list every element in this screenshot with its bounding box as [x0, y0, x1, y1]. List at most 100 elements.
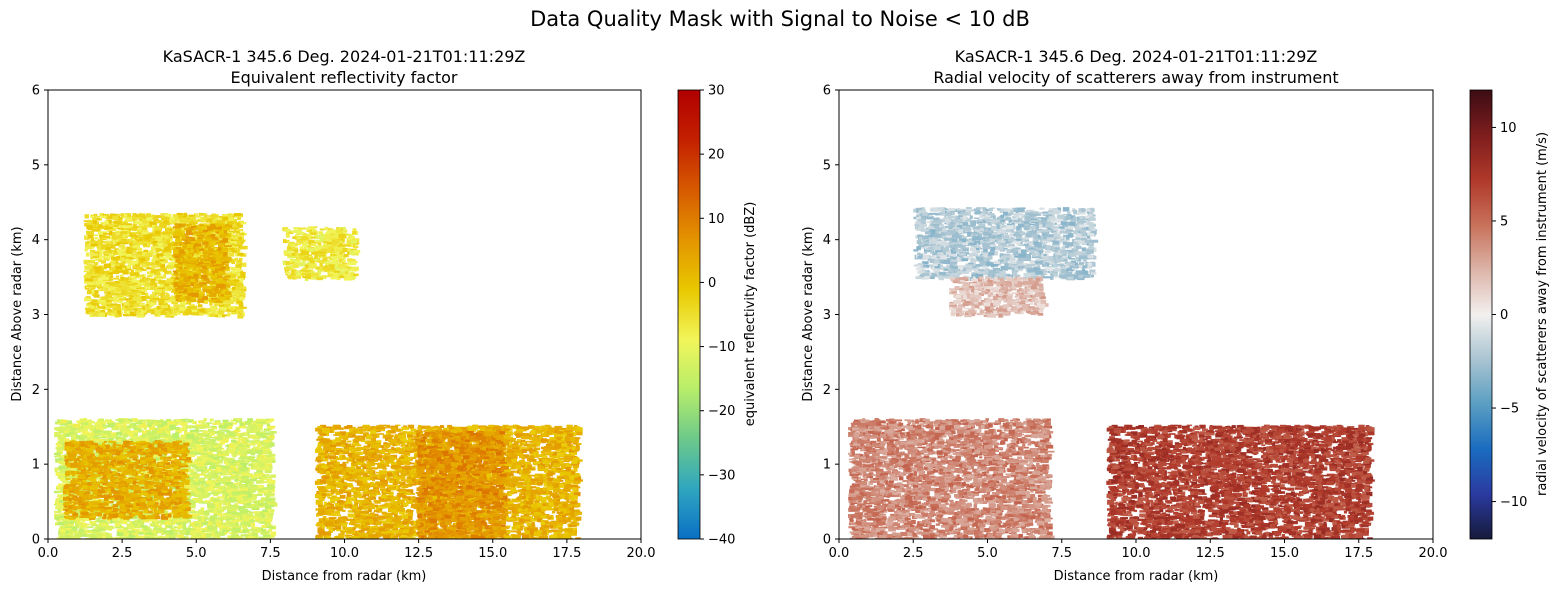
data-cell	[285, 261, 290, 265]
data-cell	[202, 250, 208, 254]
data-cell	[353, 249, 361, 253]
data-cell	[239, 292, 245, 296]
data-cell	[126, 265, 131, 269]
data-cell	[345, 233, 351, 236]
data-cell	[202, 296, 208, 300]
data-cell	[110, 275, 114, 278]
data-cell	[90, 306, 94, 311]
data-cell	[350, 236, 355, 239]
data-cell	[182, 217, 187, 221]
data-cell	[225, 291, 232, 295]
data-cell	[210, 280, 217, 284]
data-cell	[155, 236, 163, 241]
data-cell	[169, 299, 176, 302]
data-cell	[210, 234, 216, 237]
data-cell	[245, 446, 251, 449]
data-cell	[204, 248, 208, 252]
data-cell	[86, 302, 91, 306]
data-cell	[121, 222, 128, 225]
data-cell	[120, 277, 125, 281]
data-cell	[101, 301, 106, 306]
data-cell	[183, 277, 190, 282]
data-cell	[153, 215, 161, 219]
data-cell	[213, 238, 219, 241]
data-cell	[202, 289, 210, 293]
data-cell	[191, 292, 199, 298]
data-cell	[291, 270, 295, 273]
data-cell	[112, 309, 118, 314]
data-cell	[190, 278, 196, 282]
data-cell	[85, 235, 89, 238]
data-cell	[195, 215, 201, 218]
data-cell	[92, 217, 97, 223]
data-cell	[142, 292, 149, 296]
data-cell	[114, 314, 119, 318]
data-cell	[203, 278, 209, 281]
data-cell	[224, 249, 232, 253]
data-cell	[202, 285, 210, 289]
data-cell	[108, 269, 113, 272]
data-cell	[168, 262, 175, 266]
data-cell	[203, 215, 208, 220]
data-cell	[217, 290, 221, 292]
data-cell	[233, 213, 241, 217]
data-cell	[172, 233, 177, 237]
data-cell	[133, 312, 137, 314]
data-cell	[224, 267, 230, 270]
data-cell	[162, 244, 167, 248]
data-cell	[122, 270, 129, 275]
data-cell	[218, 244, 224, 248]
data-cell	[336, 254, 343, 256]
data-cell	[203, 259, 210, 264]
data-cell	[173, 279, 177, 283]
data-cell	[217, 279, 223, 283]
data-cell	[311, 272, 319, 277]
data-cell	[116, 238, 124, 243]
data-cell	[198, 247, 204, 251]
data-cell	[230, 288, 238, 293]
data-cell	[300, 250, 309, 256]
data-cell	[179, 273, 187, 278]
data-cell	[226, 235, 231, 240]
data-cell	[222, 277, 227, 280]
data-cell	[211, 216, 218, 221]
data-cell	[112, 215, 119, 220]
data-cell	[112, 284, 120, 287]
data-cell	[136, 292, 143, 296]
data-cell	[169, 284, 175, 289]
data-cell	[123, 277, 129, 281]
data-cell	[352, 231, 357, 235]
data-cell	[151, 246, 159, 251]
data-cell	[137, 288, 144, 292]
data-cell	[116, 296, 125, 299]
data-cell	[225, 309, 232, 312]
data-cell	[235, 231, 239, 234]
data-cell	[318, 231, 324, 234]
data-cell	[84, 248, 88, 252]
data-cell	[136, 236, 140, 240]
data-cell	[244, 459, 250, 463]
data-cell	[122, 242, 129, 245]
data-cell	[93, 290, 99, 294]
data-cell	[239, 286, 247, 290]
data-cell	[159, 224, 167, 229]
data-cell	[206, 235, 212, 239]
data-cell	[237, 240, 243, 244]
data-cell	[292, 236, 297, 239]
data-cell	[149, 297, 153, 302]
data-cell	[145, 277, 150, 281]
data-cell	[144, 238, 151, 242]
data-cell	[125, 241, 134, 244]
data-cell	[228, 247, 235, 251]
data-cell	[180, 216, 187, 218]
data-cell	[213, 241, 221, 244]
data-cell	[344, 275, 349, 277]
data-cell	[145, 252, 153, 257]
data-cell	[108, 281, 117, 285]
data-cell	[211, 229, 219, 233]
data-cell	[105, 302, 110, 305]
data-cell	[232, 292, 239, 296]
data-cell	[137, 251, 142, 255]
data-cell	[125, 268, 132, 271]
